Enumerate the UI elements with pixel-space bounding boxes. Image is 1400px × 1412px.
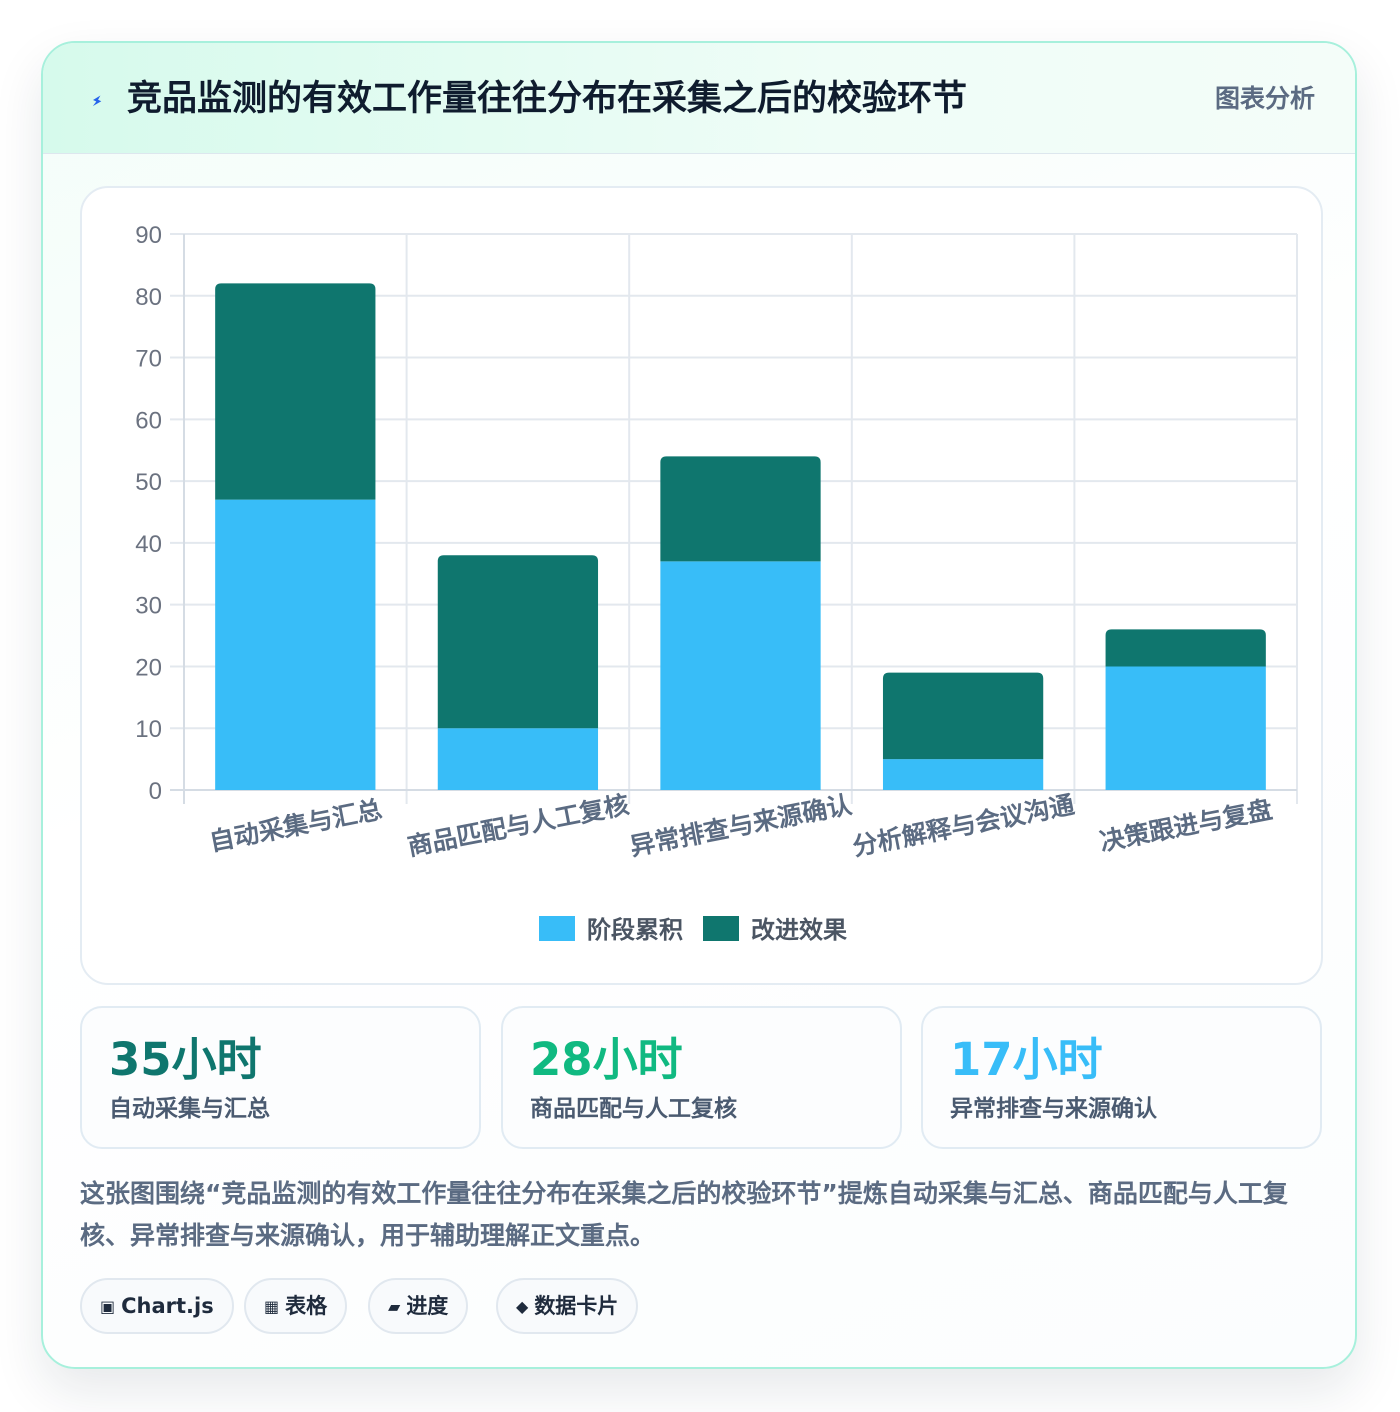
chip-chartjs[interactable]: ▣ Chart.js xyxy=(80,1278,234,1334)
lightning-icon xyxy=(92,95,102,107)
x-tick-label: 商品匹配与人工复核 xyxy=(405,790,631,861)
bar-segment xyxy=(882,672,1044,760)
bar-segment xyxy=(660,561,821,790)
y-tick-label: 60 xyxy=(135,407,162,434)
y-tick-label: 50 xyxy=(135,469,162,496)
y-tick-label: 70 xyxy=(135,346,162,373)
stat-card-1: 35小时 自动采集与汇总 xyxy=(80,1006,481,1149)
legend-label: 改进效果 xyxy=(751,916,847,944)
chip-table[interactable]: ▦ 表格 xyxy=(244,1278,348,1334)
chart-card: 竞品监测的有效工作量往往分布在采集之后的校验环节 图表分析 0 10 20 30 40 5… xyxy=(41,41,1357,1369)
stat-label: 自动采集与汇总 xyxy=(109,1096,270,1122)
y-tick-label: 80 xyxy=(135,284,162,311)
x-tick-label: 异常排查与来源确认 xyxy=(628,790,854,861)
stat-label: 异常排查与来源确认 xyxy=(950,1096,1157,1122)
stat-card-2: 28小时 商品匹配与人工复核 xyxy=(501,1006,902,1149)
chip-label: 表格 xyxy=(285,1294,328,1318)
x-tick-label: 自动采集与汇总 xyxy=(207,795,384,857)
stat-label: 商品匹配与人工复核 xyxy=(530,1096,737,1122)
bar-segment xyxy=(1105,666,1266,790)
diamond-icon: ◆ xyxy=(516,1297,529,1316)
bar-segment xyxy=(215,283,376,500)
chart-icon: ▣ xyxy=(100,1297,116,1316)
table-icon: ▦ xyxy=(264,1297,280,1316)
chip-label: Chart.js xyxy=(121,1294,214,1318)
legend-swatch xyxy=(539,916,575,941)
bar-segment xyxy=(437,728,599,790)
stacked-bar-chart: 0 10 20 30 40 50 60 70 80 90 自动采集与汇总 商品匹配与人工复核异常排查与… xyxy=(135,222,1298,944)
stat-card-3: 17小时 异常排查与来源确认 xyxy=(921,1006,1322,1149)
chip-data-card[interactable]: ◆ 数据卡片 xyxy=(496,1278,639,1334)
chart-analysis-tag: 图表分析 xyxy=(1214,84,1315,113)
page-title: 竞品监测的有效工作量往往分布在采集之后的校验环节 xyxy=(127,79,968,119)
chart-description: 这张图围绕“竞品监测的有效工作量往往分布在采集之后的校验环节”提炼自动采集与汇总… xyxy=(80,1179,1288,1250)
bar-segment xyxy=(215,499,376,790)
y-tick-label: 40 xyxy=(135,531,162,558)
x-tick-label: 决策跟进与复盘 xyxy=(1097,795,1274,857)
card-header: 竞品监测的有效工作量往往分布在采集之后的校验环节 图表分析 xyxy=(43,43,1355,154)
legend-label: 阶段累积 xyxy=(587,916,683,944)
chip-label: 数据卡片 xyxy=(534,1294,619,1318)
y-tick-label: 90 xyxy=(135,222,162,249)
stat-value: 28小时 xyxy=(530,1033,683,1086)
chart-panel: 0 10 20 30 40 50 60 70 80 90 自动采集与汇总 商品匹配与人工复核 异常排查与… xyxy=(80,186,1323,985)
bar-segment xyxy=(660,456,821,562)
y-tick-label: 10 xyxy=(135,716,162,743)
stat-value: 17小时 xyxy=(950,1033,1103,1086)
bar-segment xyxy=(882,759,1044,790)
legend-swatch xyxy=(703,916,739,941)
y-tick-label: 0 xyxy=(149,778,162,805)
x-tick-label: 分析解释与会议沟通 xyxy=(850,790,1076,861)
y-tick-label: 30 xyxy=(135,593,162,620)
y-tick-label: 20 xyxy=(135,654,162,681)
bar-segment xyxy=(437,555,599,729)
stat-value: 35小时 xyxy=(109,1033,262,1086)
bar-segment xyxy=(1105,629,1266,667)
chip-label: 进度 xyxy=(406,1294,449,1318)
progress-icon: ▰ xyxy=(388,1297,401,1316)
chip-progress[interactable]: ▰ 进度 xyxy=(368,1278,469,1334)
